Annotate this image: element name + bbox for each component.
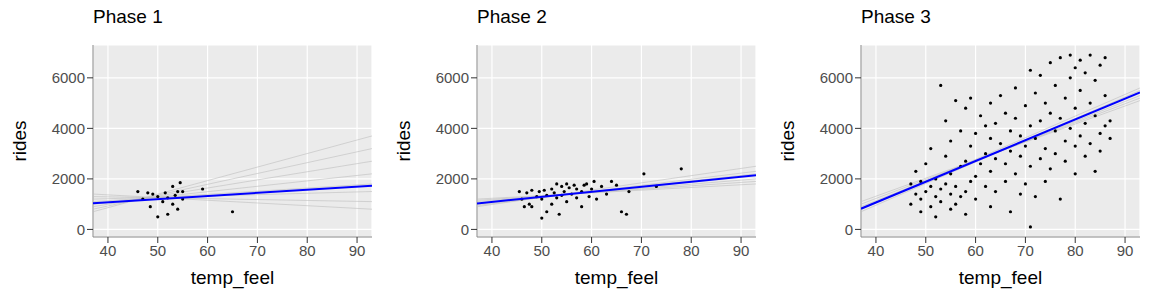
- svg-text:50: 50: [917, 242, 934, 259]
- svg-text:80: 80: [299, 242, 316, 259]
- svg-text:6000: 6000: [820, 69, 853, 86]
- html-text:temp_feel: temp_feel: [574, 267, 659, 288]
- svg-text:50: 50: [533, 242, 550, 259]
- svg-text:90: 90: [1117, 242, 1134, 259]
- html-text:temp_feel: temp_feel: [190, 267, 275, 288]
- svg-text:80: 80: [1067, 242, 1084, 259]
- html-text:Phase 3: Phase 3: [861, 6, 931, 27]
- svg-text:40: 40: [484, 242, 501, 259]
- svg-text:70: 70: [633, 242, 650, 259]
- svg-text:60: 60: [583, 242, 600, 259]
- svg-text:6000: 6000: [52, 69, 85, 86]
- svg-text:40: 40: [868, 242, 885, 259]
- svg-text:4000: 4000: [52, 120, 85, 137]
- svg-text:2000: 2000: [436, 170, 469, 187]
- svg-text:4000: 4000: [820, 120, 853, 137]
- svg-text:2000: 2000: [820, 170, 853, 187]
- svg-text:0: 0: [461, 221, 469, 238]
- svg-text:4000: 4000: [436, 120, 469, 137]
- svg-text:50: 50: [149, 242, 166, 259]
- html-text:rides: rides: [9, 120, 30, 162]
- svg-text:90: 90: [733, 242, 750, 259]
- svg-text:60: 60: [967, 242, 984, 259]
- svg-text:2000: 2000: [52, 170, 85, 187]
- svg-text:0: 0: [845, 221, 853, 238]
- html-text:Phase 1: Phase 1: [93, 6, 163, 27]
- html-text:rides: rides: [777, 120, 798, 162]
- html-text:temp_feel: temp_feel: [958, 267, 1043, 288]
- svg-text:80: 80: [683, 242, 700, 259]
- html-text:rides: rides: [393, 120, 414, 162]
- svg-text:70: 70: [249, 242, 266, 259]
- svg-text:40: 40: [100, 242, 117, 259]
- svg-text:90: 90: [349, 242, 366, 259]
- svg-text:0: 0: [77, 221, 85, 238]
- svg-text:60: 60: [199, 242, 216, 259]
- html-text:Phase 2: Phase 2: [477, 6, 547, 27]
- svg-text:6000: 6000: [436, 69, 469, 86]
- svg-text:70: 70: [1017, 242, 1034, 259]
